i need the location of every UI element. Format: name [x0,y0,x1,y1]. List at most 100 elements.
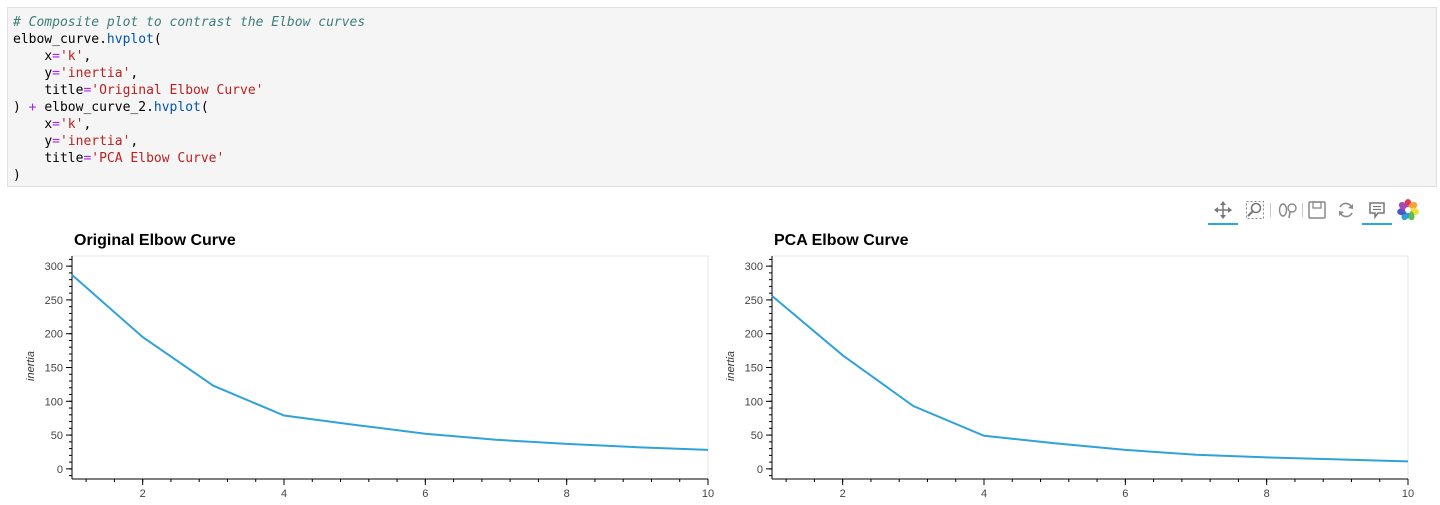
hover-tool[interactable] [1362,197,1392,225]
code-op: + [28,100,37,115]
right-y-tick-label: 50 [751,430,763,442]
left-y-tick-label: 250 [45,295,63,307]
save-icon [1308,201,1326,219]
code-dot: . [146,100,154,115]
code-comment: # Composite plot to contrast the Elbow c… [13,15,366,30]
code-string: 'k' [59,117,84,132]
code-string: 'Original Elbow Curve' [91,83,264,98]
left-data-point[interactable] [422,431,428,437]
right-x-tick-label: 10 [1402,488,1414,500]
code-paren: ) [13,100,21,115]
code-string: 'inertia' [59,134,131,149]
code-op: = [52,117,60,132]
right-data-point[interactable] [769,293,775,299]
wheel-zoom-tool[interactable] [1275,197,1301,223]
code-indent [13,117,44,132]
code-kw: y [44,66,53,81]
right-x-tick-label: 4 [981,488,987,500]
code-comma: , [130,66,139,81]
reset-icon [1339,202,1353,218]
code-paren: ( [200,100,209,115]
code-var: elbow_curve_2 [44,100,147,115]
code-var: elbow_curve [13,32,100,47]
right-y-tick-label: 100 [745,396,763,408]
left-data-point[interactable] [634,444,640,450]
code-paren: ) [13,168,21,183]
code-indent [13,83,44,98]
left-x-tick-label: 6 [422,488,428,500]
code-indent [13,49,44,64]
code-op: = [52,66,60,81]
wheel-zoom-icon [1278,203,1297,219]
left-x-tick-label: 2 [140,488,146,500]
right-elbow-chart[interactable]: 0 50 100 150 200 250 300 2 4 6 8 10 [736,250,1416,500]
left-data-point[interactable] [493,437,499,443]
right-y-tick-label: 0 [757,464,763,476]
save-tool[interactable] [1304,197,1330,223]
right-data-point[interactable] [910,403,916,409]
code-op: = [83,151,92,166]
plot-toolbar [1205,197,1425,227]
code-kw: title [44,151,84,166]
code-cell[interactable]: # Composite plot to contrast the Elbow c… [7,7,1437,187]
code-op: = [52,49,60,64]
code-op: = [83,83,92,98]
right-data-point[interactable] [1334,456,1340,462]
right-data-point[interactable] [1122,447,1128,453]
right-x-tick-label: 6 [1122,488,1128,500]
code-op: = [52,134,60,149]
reset-tool[interactable] [1333,197,1359,223]
code-indent [13,151,44,166]
right-data-point[interactable] [1405,458,1411,464]
left-data-point[interactable] [352,422,358,428]
code-string: 'PCA Elbow Curve' [91,151,225,166]
code-editor[interactable]: # Composite plot to contrast the Elbow c… [8,8,1436,184]
left-data-point[interactable] [281,412,287,418]
left-y-tick-label: 200 [45,329,63,341]
code-kw: y [44,134,53,149]
right-x-tick-label: 8 [1264,488,1270,500]
toolbar-separator [1302,203,1303,217]
box-zoom-icon [1246,201,1264,219]
right-data-point[interactable] [1052,440,1058,446]
right-x-tick-label: 2 [840,488,846,500]
right-y-tick-label: 250 [745,295,763,307]
code-comma: , [83,117,92,132]
left-data-point[interactable] [705,447,711,453]
code-string: 'inertia' [59,66,131,81]
left-y-tick-label: 50 [51,430,63,442]
left-data-point[interactable] [140,334,146,340]
pan-tool[interactable] [1208,197,1238,225]
right-y-tick-label: 300 [745,261,763,273]
box-zoom-tool[interactable] [1242,197,1268,223]
code-kw: title [44,83,84,98]
hover-icon [1369,202,1385,220]
code-indent [13,134,44,149]
right-elbow-line[interactable] [771,295,1409,463]
code-dot: . [99,32,107,47]
toolbar-separator [1270,203,1271,217]
bokeh-logo-icon [1397,199,1419,221]
code-indent [13,66,44,81]
right-data-point[interactable] [981,433,987,439]
right-data-point[interactable] [1264,454,1270,460]
right-plot-title: PCA Elbow Curve [774,232,909,249]
left-elbow-chart[interactable]: 0 50 100 150 200 250 300 2 4 6 8 10 [36,250,716,500]
code-comma: , [130,134,139,149]
left-data-point[interactable] [210,383,216,389]
left-y-tick-label: 150 [45,363,63,375]
left-y-tick-label: 300 [45,261,63,273]
left-x-tick-label: 4 [281,488,287,500]
left-y-tick-label: 100 [45,396,63,408]
left-x-tick-label: 8 [564,488,570,500]
right-y-tick-label: 150 [745,363,763,375]
bokeh-logo[interactable] [1395,197,1421,223]
left-elbow-line[interactable] [71,274,709,451]
right-y-tick-label: 200 [745,329,763,341]
right-data-point[interactable] [840,352,846,358]
right-data-point[interactable] [1193,452,1199,458]
left-data-point[interactable] [69,272,75,278]
code-comma: , [83,49,92,64]
left-data-point[interactable] [564,441,570,447]
pan-icon [1214,201,1232,219]
